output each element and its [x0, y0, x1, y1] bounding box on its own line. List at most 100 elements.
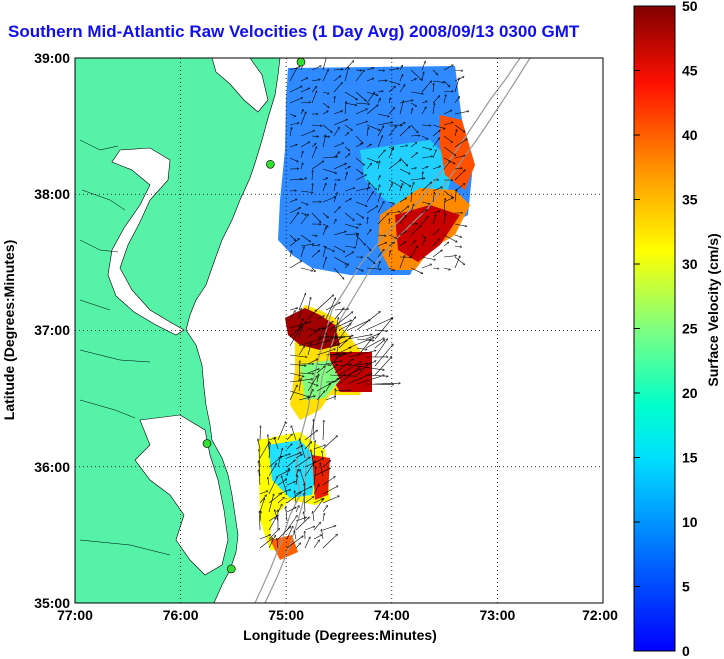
velocity-vector: [289, 234, 296, 241]
velocity-vector: [311, 161, 324, 170]
velocity-vector: [289, 98, 303, 104]
velocity-vector: [322, 178, 328, 181]
velocity-vector: [388, 267, 395, 271]
velocity-vector: [355, 135, 363, 143]
velocity-vector: [399, 123, 405, 126]
velocity-vector: [268, 535, 275, 549]
velocity-vector: [399, 179, 411, 186]
plot-frame: [74, 57, 604, 604]
velocity-vector: [333, 76, 341, 82]
velocity-vector: [322, 534, 337, 549]
velocity-vector: [329, 312, 353, 331]
colorbar-tick: 35: [682, 192, 698, 208]
velocity-vector: [329, 347, 351, 358]
velocity-vector: [300, 112, 306, 126]
velocity-vector: [388, 251, 390, 258]
velocity-vector: [388, 234, 397, 238]
velocity-vector: [323, 420, 324, 441]
velocity-vector: [377, 201, 384, 214]
velocity-vector: [259, 442, 270, 459]
velocity-vector: [300, 267, 313, 271]
velocity-vector: [259, 449, 260, 468]
velocity-vector: [421, 182, 432, 192]
velocity-vector: [334, 308, 344, 320]
velocity-vector: [432, 214, 436, 225]
velocity-vector: [298, 346, 305, 356]
velocity-vector: [374, 318, 393, 340]
velocity-vector: [377, 122, 393, 126]
velocity-vector: [268, 463, 276, 477]
velocity-vector: [377, 70, 385, 71]
velocity-vector: [454, 256, 465, 265]
velocity-vector: [333, 152, 340, 159]
velocity-vector: [286, 460, 295, 468]
velocity-vector: [259, 538, 273, 549]
velocity-vector: [410, 168, 416, 169]
velocity-vector: [307, 369, 319, 374]
velocity-vector: [344, 61, 354, 71]
velocity-vector: [355, 201, 367, 206]
velocity-vector: [289, 212, 299, 225]
velocity-vector: [399, 206, 409, 214]
velocity-vector: [410, 246, 418, 258]
velocity-vector: [399, 231, 406, 236]
velocity-vector: [365, 338, 384, 349]
velocity-vector: [355, 91, 366, 101]
land-river-lines: [79, 139, 171, 556]
velocity-vector: [322, 526, 336, 531]
velocity-vector: [366, 78, 374, 82]
velocity-vector: [312, 170, 313, 181]
velocity-vector: [399, 255, 405, 269]
velocity-vector: [274, 438, 279, 450]
velocity-vector: [277, 422, 286, 441]
plot-area: [75, 58, 603, 603]
velocity-vector: [347, 373, 372, 385]
radar-station: [202, 439, 212, 448]
velocity-vector: [443, 135, 453, 142]
velocity-vector: [300, 178, 307, 181]
velocity-vector: [356, 365, 384, 370]
velocity-vector: [313, 535, 322, 540]
velocity-vector: [289, 179, 302, 180]
velocity-vector: [355, 175, 366, 181]
velocity-vector: [311, 86, 317, 93]
velocity-vector: [355, 267, 363, 271]
velocity-vector: [311, 79, 320, 82]
velocity-vector: [443, 242, 449, 247]
velocity-vector: [322, 505, 328, 513]
velocity-vector: [388, 179, 402, 187]
velocity-vector: [355, 70, 364, 82]
velocity-vector: [344, 124, 352, 130]
velocity-vector: [298, 308, 301, 320]
velocity-vector: [329, 337, 343, 349]
colorbar-tick: 5: [682, 579, 690, 595]
velocity-vector: [410, 124, 418, 133]
velocity-vector: [289, 322, 307, 338]
velocity-vector: [355, 109, 367, 115]
velocity-vector: [454, 189, 456, 203]
velocity-vector: [307, 343, 311, 356]
velocity-vector: [410, 109, 413, 115]
velocity-vector: [365, 334, 379, 340]
velocity-vector: [410, 225, 421, 236]
velocity-vector: [347, 350, 376, 358]
colorbar-tick: 30: [682, 256, 698, 272]
velocity-vector: [388, 242, 394, 247]
velocity-vector: [322, 102, 329, 108]
velocity-vector: [295, 454, 302, 459]
velocity-vector: [344, 264, 349, 269]
velocity-vector: [268, 494, 274, 513]
velocity-vector: [289, 239, 299, 247]
velocity-vector: [399, 183, 403, 192]
velocity-vector: [304, 484, 305, 495]
colorbar-tick: 45: [682, 63, 698, 79]
velocity-vector: [388, 212, 400, 214]
velocity-vector: [454, 234, 462, 237]
x-tick: 77:00: [57, 607, 93, 623]
velocity-vector: [311, 235, 317, 236]
velocity-vector: [432, 187, 442, 192]
velocity-vector: [410, 182, 414, 192]
velocity-vector: [356, 347, 367, 350]
velocity-vector: [300, 163, 303, 170]
y-tick: 36:00: [34, 459, 70, 475]
